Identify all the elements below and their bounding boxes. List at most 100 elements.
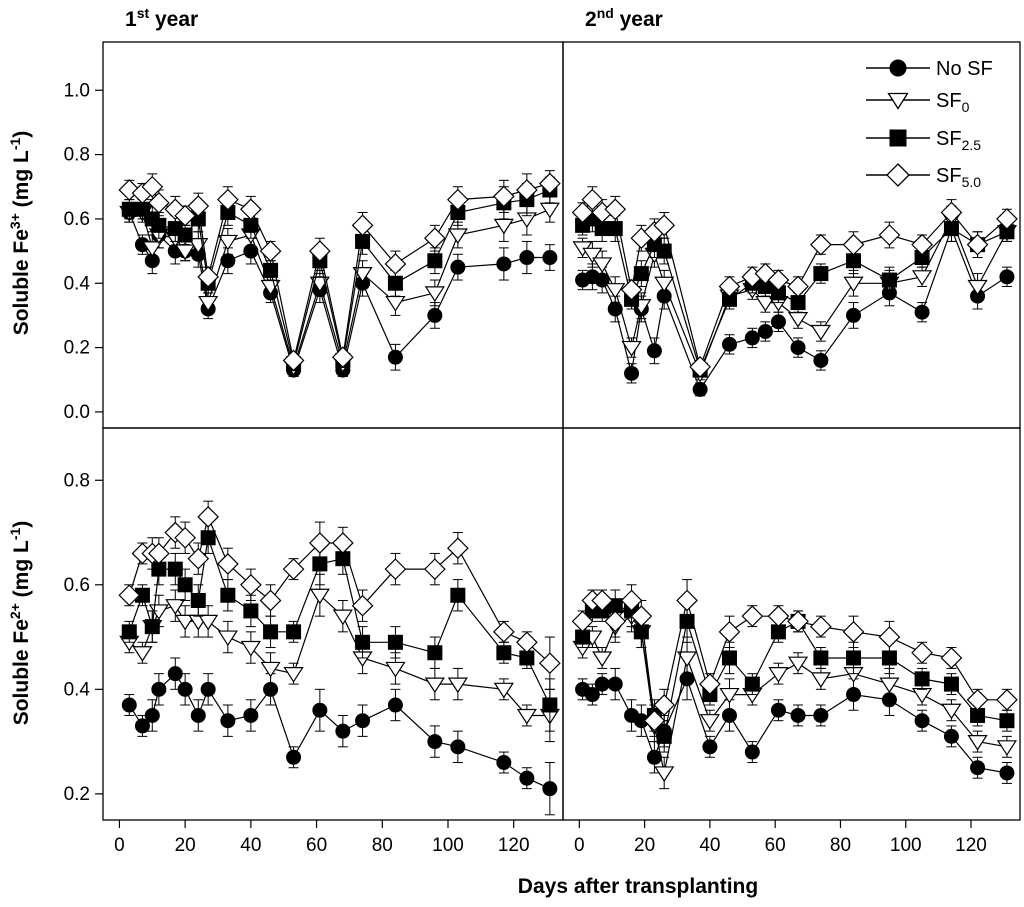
series-sf5-0	[118, 500, 561, 690]
data-point-sf2-5	[496, 645, 512, 661]
data-point-no-sf	[387, 697, 403, 713]
x-tick-label: 100	[890, 835, 922, 856]
data-point-no-sf	[427, 307, 443, 323]
data-point-sf0	[787, 312, 809, 328]
data-point-no-sf	[427, 734, 443, 750]
data-point-no-sf	[355, 713, 371, 729]
legend-label-sf2-5: SF2.5	[936, 128, 981, 153]
data-point-no-sf	[846, 307, 862, 323]
data-point-sf5-0	[581, 188, 604, 211]
data-point-no-sf	[744, 744, 760, 760]
legend-label-sf5-0: SF5.0	[936, 165, 981, 190]
x-tick-label: 120	[498, 835, 530, 856]
legend-marker-sf2-5	[889, 129, 907, 147]
x-tick-label: 20	[175, 835, 196, 856]
data-point-sf5-0	[217, 553, 239, 575]
data-point-sf5-0	[174, 204, 196, 227]
data-point-sf5-0	[187, 547, 210, 570]
data-point-sf5-0	[643, 709, 666, 732]
data-point-sf2-5	[190, 592, 206, 608]
top-y-axis-label: Soluble Fe3+ (mg L-1)	[7, 131, 33, 336]
x-tick-label: 60	[306, 835, 327, 856]
data-point-no-sf	[757, 324, 773, 339]
data-point-no-sf	[542, 781, 558, 797]
y-tick-label: 0.6	[64, 209, 90, 230]
data-point-sf2-5	[633, 266, 649, 282]
data-point-no-sf	[999, 765, 1015, 781]
data-point-no-sf	[790, 340, 806, 356]
data-point-sf0	[699, 714, 720, 730]
data-point-no-sf	[177, 681, 193, 697]
data-point-sf2-5	[542, 697, 558, 713]
data-point-no-sf	[584, 687, 600, 703]
legend: No SF SF0 SF2.5 SF5.0	[866, 58, 993, 190]
data-point-sf0	[621, 340, 642, 357]
y-tick-label: 0.2	[64, 784, 90, 805]
data-point-sf5-0	[351, 214, 374, 237]
data-point-sf0	[385, 295, 406, 312]
data-point-sf5-0	[282, 349, 305, 372]
data-point-no-sf	[594, 676, 610, 692]
data-point-sf0	[385, 661, 406, 678]
panel-3: 0.2 0.4 0.6 0.8 0 20 40 60 80 100 120	[64, 427, 564, 856]
data-point-sf2-5	[387, 634, 403, 650]
panels-layer: 0.0 0.2 0.4 0.6 0.8 1.0 0.2 0.4 0.6 0.8 0 20 40 60 80 1…	[64, 41, 1021, 856]
y-tick-label: 0.8	[64, 145, 90, 166]
data-point-sf0	[967, 735, 988, 751]
data-point-sf5-0	[996, 688, 1018, 711]
data-point-sf5-0	[620, 278, 643, 301]
data-point-sf2-5	[144, 619, 160, 635]
data-point-sf5-0	[141, 175, 164, 198]
data-point-no-sf	[167, 666, 183, 682]
data-point-sf5-0	[878, 626, 901, 648]
data-point-sf5-0	[911, 641, 933, 664]
y-tick-label: 0.8	[64, 470, 90, 491]
data-point-sf0	[175, 614, 196, 631]
data-point-no-sf	[790, 707, 806, 723]
data-point-no-sf	[387, 349, 403, 365]
data-point-sf5-0	[118, 179, 141, 201]
data-point-sf5-0	[516, 179, 538, 201]
x-tick-label: 80	[830, 835, 851, 856]
panel-1: 0.0 0.2 0.4 0.6 0.8 1.0	[64, 41, 564, 429]
data-point-sf5-0	[754, 262, 777, 285]
data-point-no-sf	[770, 702, 786, 718]
data-point-sf0	[165, 599, 186, 615]
data-point-no-sf	[200, 681, 216, 697]
data-point-sf0	[605, 283, 626, 299]
data-point-no-sf	[450, 259, 466, 275]
data-point-sf5-0	[539, 652, 561, 675]
data-point-sf0	[217, 630, 238, 647]
series-line-sf0	[582, 615, 1008, 774]
y-tick-label: 1.0	[64, 80, 90, 101]
data-point-no-sf	[999, 269, 1015, 285]
data-point-sf5-0	[197, 506, 219, 528]
data-point-sf0	[654, 766, 675, 783]
legend-marker-no-sf	[889, 59, 907, 77]
data-point-no-sf	[702, 739, 718, 755]
x-tick-label: 120	[955, 835, 987, 856]
series-no-sf	[121, 657, 558, 816]
data-point-sf2-5	[427, 253, 443, 269]
data-point-sf5-0	[217, 188, 239, 211]
data-point-sf2-5	[790, 295, 806, 311]
data-point-sf5-0	[571, 201, 594, 224]
data-point-sf5-0	[332, 346, 354, 369]
data-point-sf0	[676, 651, 698, 668]
data-point-sf5-0	[911, 233, 933, 256]
data-point-sf0	[539, 202, 560, 219]
data-point-sf0	[879, 677, 900, 694]
data-point-sf0	[240, 640, 261, 657]
data-point-sf0	[654, 276, 675, 293]
data-point-sf5-0	[718, 275, 741, 298]
data-point-sf0	[132, 646, 153, 662]
data-point-sf0	[996, 740, 1018, 756]
data-point-sf2-5	[355, 634, 371, 650]
data-point-sf5-0	[787, 610, 809, 633]
data-point-sf2-5	[813, 266, 829, 282]
data-point-no-sf	[151, 681, 167, 697]
data-point-sf5-0	[493, 620, 515, 643]
x-tick-label: 80	[372, 835, 393, 856]
data-point-sf5-0	[447, 188, 469, 211]
